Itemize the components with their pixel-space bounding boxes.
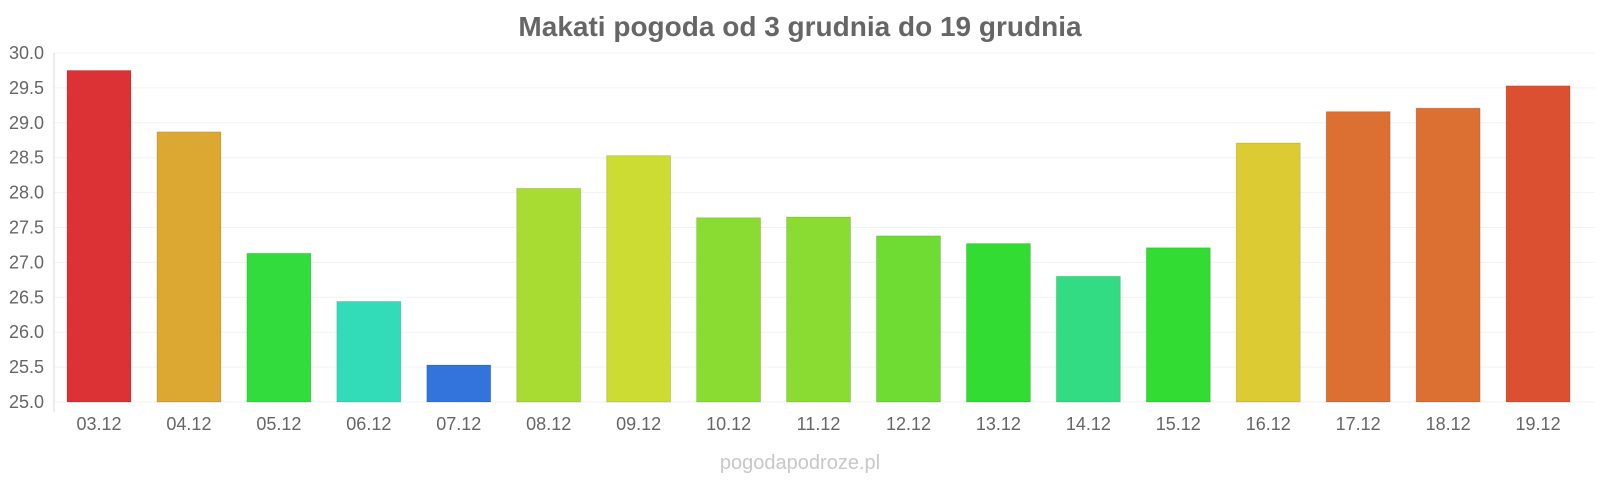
bar-07.12 (426, 364, 492, 403)
y-tick-label: 29.0 (9, 113, 44, 133)
bar-06.12 (336, 300, 402, 403)
y-tick-label: 28.5 (9, 148, 44, 168)
x-tick-label: 16.12 (1246, 414, 1291, 434)
x-tick-label: 08.12 (526, 414, 571, 434)
x-tick-label: 07.12 (436, 414, 481, 434)
x-tick-label: 11.12 (797, 414, 841, 434)
x-tick-label: 04.12 (166, 414, 211, 434)
x-tick-label: 18.12 (1426, 414, 1471, 434)
chart-title: Makati pogoda od 3 grudnia do 19 grudnia (518, 11, 1082, 42)
y-tick-label: 29.5 (9, 78, 44, 98)
bar-11.12 (786, 216, 852, 403)
y-tick-label: 27.5 (9, 218, 44, 238)
y-axis-tick-labels: 25.0 25.5 26.0 26.5 27.0 27.5 28.0 28.5 29.0 29.5… (9, 43, 44, 412)
y-tick-label: 28.0 (9, 183, 44, 203)
x-tick-label: 17.12 (1336, 414, 1381, 434)
bar-12.12 (875, 235, 941, 403)
x-tick-label: 12.12 (886, 414, 931, 434)
y-tick-label: 26.0 (9, 322, 44, 342)
y-tick-label: 27.0 (9, 252, 44, 272)
bar-14.12 (1055, 275, 1121, 403)
bar-15.12 (1145, 247, 1211, 403)
bar-13.12 (965, 243, 1031, 403)
y-tick-label: 26.5 (9, 287, 44, 307)
x-tick-label: 15.12 (1156, 414, 1201, 434)
y-tick-label: 25.0 (9, 392, 44, 412)
bar-09.12 (606, 155, 672, 403)
bar-03.12 (66, 69, 132, 403)
watermark: pogodapodroze.pl (720, 452, 880, 474)
x-tick-label: 19.12 (1516, 414, 1561, 434)
x-tick-label: 13.12 (976, 414, 1021, 434)
bar-16.12 (1235, 142, 1301, 403)
x-tick-label: 06.12 (346, 414, 391, 434)
x-tick-label: 10.12 (706, 414, 751, 434)
y-tick-label: 30.0 (9, 43, 44, 63)
y-tick-label: 25.5 (9, 357, 44, 377)
bar-18.12 (1415, 107, 1481, 403)
bar-17.12 (1325, 111, 1391, 403)
x-tick-label: 05.12 (256, 414, 301, 434)
bar-05.12 (246, 252, 312, 403)
x-tick-label: 09.12 (616, 414, 661, 434)
bar-04.12 (156, 131, 222, 403)
bars (66, 69, 1571, 403)
x-tick-label: 03.12 (76, 414, 121, 434)
bar-19.12 (1505, 85, 1571, 403)
x-axis-tick-labels: 03.12 04.12 05.12 06.12 07.12 08.12 09.12 10.12… (76, 414, 1560, 434)
x-tick-label: 14.12 (1066, 414, 1111, 434)
bar-10.12 (696, 217, 762, 403)
bar-08.12 (516, 187, 582, 403)
